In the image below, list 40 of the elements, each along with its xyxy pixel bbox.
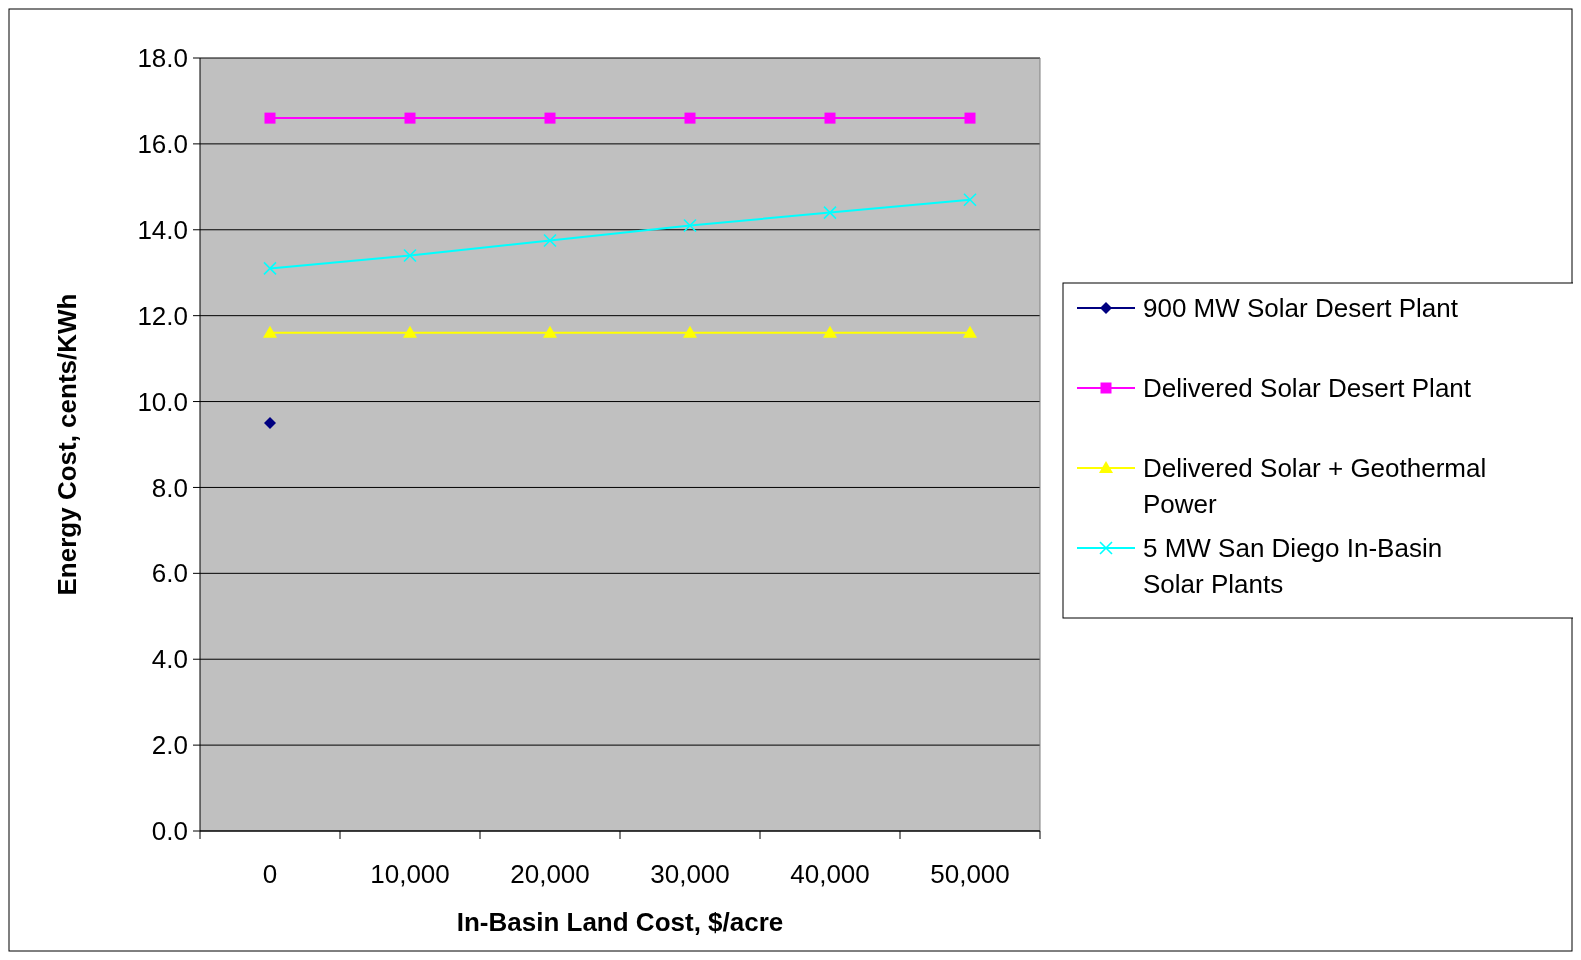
point xyxy=(823,325,837,338)
point xyxy=(543,325,557,338)
legend-label: Delivered Solar + Geothermal Power xyxy=(1143,453,1487,520)
point xyxy=(403,248,417,263)
point xyxy=(404,112,416,124)
point xyxy=(543,233,557,248)
y-tick-label: 2.0 xyxy=(151,730,188,761)
point xyxy=(963,325,977,338)
x-tick-label: 0 xyxy=(262,859,278,889)
point xyxy=(824,112,836,124)
y-tick-label: 8.0 xyxy=(151,472,188,503)
point xyxy=(263,261,277,276)
y-tick-label: 18.0 xyxy=(137,43,188,74)
y-tick-label: 0.0 xyxy=(151,816,188,847)
point xyxy=(544,112,556,124)
point xyxy=(823,205,837,220)
point xyxy=(684,112,696,124)
point xyxy=(264,112,276,124)
y-tick-label: 12.0 xyxy=(137,300,188,331)
x-tick-label: 20,000 xyxy=(510,859,590,889)
y-axis-title: Energy Cost, cents/KWh xyxy=(52,293,82,596)
legend-label: 5 MW San Diego In-Basin Solar Plants xyxy=(1143,533,1443,600)
point xyxy=(964,112,976,124)
point xyxy=(263,325,277,338)
x-tick-label: 40,000 xyxy=(790,859,870,889)
legend-label: 900 MW Solar Desert Plant xyxy=(1143,293,1459,324)
y-tick-label: 16.0 xyxy=(137,128,188,159)
y-tick-label: 4.0 xyxy=(151,644,188,675)
x-axis-title: In-Basin Land Cost, $/acre xyxy=(456,907,784,937)
legend-label: Delivered Solar Desert Plant xyxy=(1143,373,1472,404)
point xyxy=(963,192,977,207)
y-tick-label: 6.0 xyxy=(151,558,188,589)
point xyxy=(683,218,697,233)
point xyxy=(403,325,417,338)
point xyxy=(683,325,697,338)
y-tick-label: 10.0 xyxy=(137,386,188,417)
x-tick-label: 50,000 xyxy=(930,859,1010,889)
y-tick-label: 14.0 xyxy=(137,214,188,245)
x-tick-label: 30,000 xyxy=(650,859,730,889)
x-tick-label: 10,000 xyxy=(370,859,450,889)
